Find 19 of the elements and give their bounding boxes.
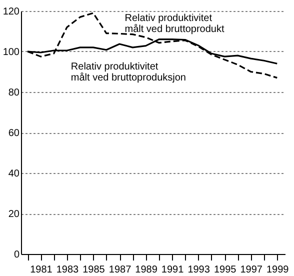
y-tick-label: 120 xyxy=(2,6,20,18)
x-tick-label: 1987 xyxy=(108,264,132,276)
y-tick-label: 60 xyxy=(8,128,20,139)
x-tick-label: 1981 xyxy=(30,264,53,276)
y-tick-label: 20 xyxy=(8,209,20,220)
x-tick-label: 1991 xyxy=(161,264,184,276)
x-tick-label: 1993 xyxy=(188,264,210,276)
x-tick-label: 1985 xyxy=(82,264,106,276)
x-tick-label: 1989 xyxy=(135,264,158,276)
y-tick-label: 100 xyxy=(2,47,20,58)
x-tick-label: 1983 xyxy=(56,264,80,276)
x-tick-label: 1995 xyxy=(214,264,237,276)
series-label: Relativ produktivitet målt ved bruttoproduksjon xyxy=(70,62,186,84)
y-tick-label: 40 xyxy=(8,168,20,180)
x-tick-label: 1999 xyxy=(266,264,290,276)
y-tick-label: 80 xyxy=(8,88,20,98)
series-label: Relativ produktivitet målt ved bruttoprodukt xyxy=(124,13,224,36)
y-tick-label: 0 xyxy=(14,250,20,260)
x-tick-label: 1997 xyxy=(240,264,263,276)
